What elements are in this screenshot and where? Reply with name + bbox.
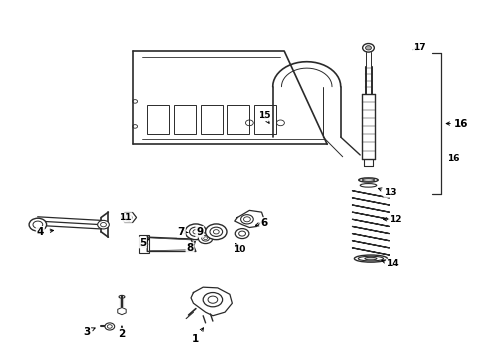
Circle shape bbox=[365, 46, 371, 50]
Bar bbox=[201, 105, 222, 134]
Circle shape bbox=[201, 235, 209, 241]
Circle shape bbox=[203, 293, 222, 307]
Bar bbox=[254, 105, 276, 134]
Circle shape bbox=[207, 296, 217, 303]
Circle shape bbox=[240, 215, 253, 224]
Circle shape bbox=[140, 242, 147, 247]
Ellipse shape bbox=[358, 256, 383, 261]
Text: 2: 2 bbox=[118, 329, 125, 339]
Text: 6: 6 bbox=[260, 218, 267, 228]
Text: 14: 14 bbox=[386, 260, 398, 269]
Circle shape bbox=[185, 224, 206, 240]
Text: 3: 3 bbox=[82, 327, 90, 337]
Text: 11: 11 bbox=[119, 213, 131, 222]
Text: 17: 17 bbox=[412, 43, 425, 52]
Circle shape bbox=[105, 323, 115, 330]
Text: 13: 13 bbox=[384, 188, 396, 197]
Circle shape bbox=[29, 218, 46, 231]
Text: 16: 16 bbox=[447, 154, 459, 163]
Text: 4: 4 bbox=[37, 227, 44, 237]
Text: 5: 5 bbox=[139, 238, 146, 248]
Bar bbox=[174, 105, 196, 134]
Circle shape bbox=[98, 220, 109, 229]
Ellipse shape bbox=[364, 257, 376, 260]
Circle shape bbox=[209, 227, 222, 237]
Text: 16: 16 bbox=[453, 118, 467, 129]
Text: 8: 8 bbox=[186, 243, 193, 253]
Circle shape bbox=[362, 44, 373, 52]
Bar bbox=[227, 105, 249, 134]
Text: 1: 1 bbox=[192, 334, 199, 344]
Text: 12: 12 bbox=[388, 215, 401, 224]
Text: 7: 7 bbox=[177, 227, 184, 237]
Text: 15: 15 bbox=[257, 111, 270, 120]
Circle shape bbox=[189, 227, 202, 237]
Text: 9: 9 bbox=[196, 227, 203, 237]
Bar bbox=[138, 235, 149, 253]
Circle shape bbox=[235, 229, 248, 239]
Circle shape bbox=[198, 233, 212, 244]
Ellipse shape bbox=[354, 255, 386, 262]
Text: 10: 10 bbox=[233, 245, 245, 254]
Circle shape bbox=[205, 224, 226, 240]
Bar bbox=[147, 105, 169, 134]
